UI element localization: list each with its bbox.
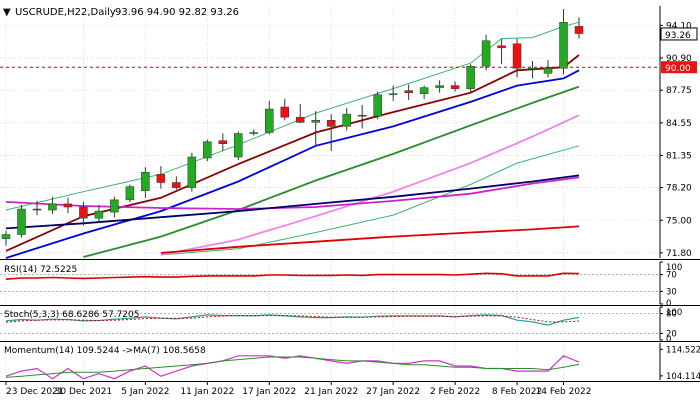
- candle-body: [388, 93, 398, 96]
- candle-body: [559, 22, 568, 69]
- y-tick-label: 71.80: [666, 249, 692, 259]
- candle-body: [94, 210, 104, 219]
- indicator-line: [5, 272, 580, 280]
- y-tick-label: 0: [666, 335, 671, 345]
- indicator-signal-line: [5, 315, 580, 323]
- bollinger-lower: [160, 145, 580, 256]
- x-tick-label: 27 Jan 2022: [366, 387, 420, 397]
- indicator-main-line: [5, 314, 580, 326]
- candle-body: [79, 206, 88, 219]
- candle-body: [481, 40, 491, 67]
- candle-body: [234, 133, 243, 158]
- y-tick-label: 94.10: [666, 21, 692, 31]
- y-tick-label: 81.35: [666, 151, 692, 161]
- ohlc-readout: 93.96 94.90 92.82 93.26: [115, 7, 239, 18]
- y-tick-label: 100: [666, 263, 682, 273]
- candle-body: [265, 108, 274, 133]
- y-tick-label: 80: [666, 310, 677, 320]
- candle-body: [574, 26, 584, 34]
- candle-body: [1, 234, 11, 239]
- candle-body: [249, 132, 259, 134]
- y-tick-label: 0: [666, 299, 671, 309]
- momentum-panel: Momentum(14) 109.5244 ->MA(7) 108.5658 11…: [4, 345, 700, 382]
- symbol-title: USCRUDE,H22,Daily: [15, 7, 116, 18]
- candle-body: [110, 199, 119, 213]
- candle-body: [32, 208, 42, 211]
- candle-body: [48, 203, 57, 211]
- x-tick-label: 23 Dec 2021: [6, 387, 64, 397]
- moving-averages: [5, 54, 580, 259]
- y-tick-label: 84.55: [666, 119, 692, 129]
- y-tick-label: 100: [666, 308, 682, 318]
- candle-body: [172, 182, 181, 188]
- moving-average-line: [83, 85, 580, 258]
- x-tick-label: 8 Feb 2022: [492, 387, 542, 397]
- y-tick-label: 114.5222: [666, 345, 700, 355]
- x-tick-label: 21 Jan 2022: [304, 387, 358, 397]
- candle-body: [466, 65, 475, 89]
- candle-body: [326, 120, 336, 127]
- y-tick-label: 20: [666, 329, 677, 339]
- current-price-label: 93.26: [665, 31, 691, 41]
- y-tick-label: 87.75: [666, 86, 692, 96]
- candle-body: [404, 90, 413, 93]
- panel-frames: [0, 6, 700, 382]
- y-tick-label: 78.20: [666, 184, 692, 194]
- candle-body: [373, 94, 382, 117]
- candle-body: [497, 45, 506, 49]
- candle-body: [63, 203, 73, 208]
- x-tick-label: 17 Jan 2022: [242, 387, 296, 397]
- candlesticks: [1, 9, 584, 246]
- symbol-arrow: ▼: [3, 7, 11, 18]
- x-tick-label: 14 Feb 2022: [536, 387, 592, 397]
- candle-body: [543, 67, 553, 74]
- candle-body: [435, 85, 444, 88]
- reference-price-label: 90.00: [665, 64, 691, 74]
- y-tick-label: 75.00: [666, 216, 692, 226]
- y-tick-label: 70: [666, 271, 677, 281]
- moving-average-line: [5, 176, 580, 210]
- moving-average-line: [5, 174, 580, 230]
- y-tick-label: 30: [666, 287, 677, 297]
- candle-body: [450, 85, 460, 89]
- moving-average-line: [160, 225, 580, 254]
- main-y-axis: 94.10 90.90 87.75 84.55 81.35 78.20 75.00 71.80: [660, 21, 692, 259]
- indicator-title: Stoch(5,3,3) 68.6286 57.7205: [4, 310, 139, 320]
- candle-body: [218, 140, 228, 144]
- reference-price-tag: [661, 61, 697, 74]
- candle-body: [156, 174, 166, 183]
- candle-body: [125, 186, 135, 201]
- x-tick-label: 11 Jan 2022: [180, 387, 234, 397]
- candle-body: [512, 43, 522, 69]
- candle-body: [203, 141, 212, 159]
- current-price-tag: [660, 27, 698, 41]
- x-tick-label: 2 Feb 2022: [430, 387, 480, 397]
- candle-body: [280, 106, 290, 118]
- price-tags: 93.26 90.00: [660, 27, 698, 74]
- indicator-title: RSI(14) 72.5225: [4, 265, 77, 275]
- candle-body: [419, 87, 429, 94]
- indicator-title: Momentum(14) 109.5244 ->MA(7) 108.5658: [4, 346, 206, 356]
- x-tick-label: 5 Jan 2022: [121, 387, 169, 397]
- x-tick-label: 30 Dec 2021: [55, 387, 113, 397]
- candle-body: [187, 156, 197, 188]
- candle-body: [357, 114, 367, 117]
- indicator-signal-line: [5, 356, 580, 378]
- candle-body: [141, 172, 150, 191]
- y-tick-label: 90.90: [666, 54, 692, 64]
- y-tick-label: 104.1147: [666, 372, 700, 382]
- candle-body: [528, 67, 537, 70]
- candle-body: [342, 113, 351, 127]
- candle-body: [17, 208, 26, 235]
- moving-average-line: [160, 114, 580, 256]
- candle-body: [311, 120, 320, 123]
- grid-lines: [0, 6, 660, 380]
- moving-average-line: [5, 69, 580, 259]
- candle-body: [295, 116, 305, 123]
